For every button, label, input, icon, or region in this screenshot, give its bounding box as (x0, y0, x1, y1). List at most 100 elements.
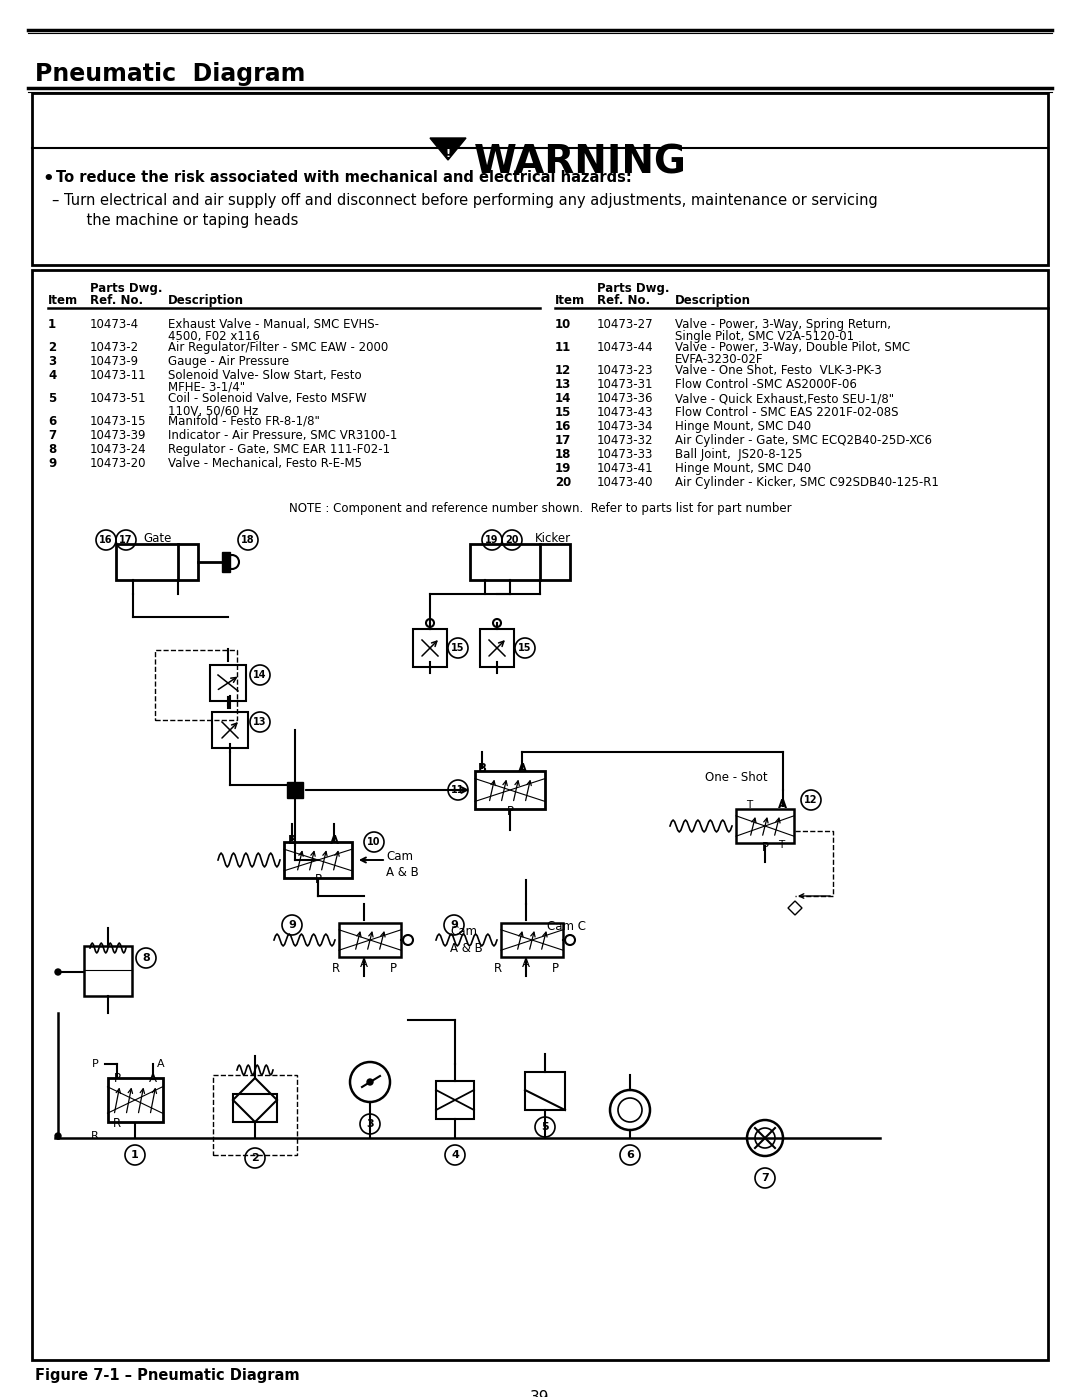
Text: 7: 7 (48, 429, 56, 441)
Text: P: P (314, 873, 322, 886)
Text: 10473-20: 10473-20 (90, 457, 147, 469)
Text: To reduce the risk associated with mechanical and electrical hazards:: To reduce the risk associated with mecha… (56, 170, 632, 184)
Text: A: A (522, 957, 530, 970)
Text: 15: 15 (555, 407, 571, 419)
Text: P: P (92, 1059, 99, 1069)
Text: 10473-36: 10473-36 (597, 393, 653, 405)
Text: 14: 14 (253, 671, 267, 680)
Text: 9: 9 (288, 921, 296, 930)
Text: 4: 4 (451, 1150, 459, 1160)
Bar (436, 1081, 474, 1119)
Bar (116, 543, 198, 580)
Text: 10473-51: 10473-51 (90, 393, 147, 405)
Text: R: R (113, 1118, 121, 1130)
Text: P: P (390, 963, 397, 975)
Text: 18: 18 (241, 535, 255, 545)
Text: A: A (149, 1071, 157, 1085)
Text: 10473-24: 10473-24 (90, 443, 147, 455)
Bar (287, 782, 303, 798)
Text: Flow Control - SMC EAS 2201F-02-08S: Flow Control - SMC EAS 2201F-02-08S (675, 407, 899, 419)
Text: 19: 19 (485, 535, 499, 545)
Text: Cam: Cam (450, 925, 477, 937)
Text: Hinge Mount, SMC D40: Hinge Mount, SMC D40 (675, 462, 811, 475)
Bar (222, 552, 230, 571)
Bar (213, 1076, 297, 1155)
Text: 9: 9 (48, 457, 56, 469)
Bar (475, 771, 545, 809)
Text: 15: 15 (518, 643, 531, 652)
Text: 1: 1 (48, 319, 56, 331)
Text: Ball Joint,  JS20-8-125: Ball Joint, JS20-8-125 (675, 448, 802, 461)
Text: 1: 1 (131, 1150, 139, 1160)
Bar (156, 650, 237, 719)
Bar (210, 665, 246, 701)
Text: 5: 5 (48, 393, 56, 405)
Text: 20: 20 (505, 535, 518, 545)
Text: Kicker: Kicker (535, 532, 571, 545)
Text: EVFA-3230-02F: EVFA-3230-02F (675, 353, 764, 366)
Text: 10: 10 (367, 837, 381, 847)
Text: 3: 3 (366, 1119, 374, 1129)
Text: 9: 9 (450, 921, 458, 930)
Text: R: R (494, 963, 502, 975)
Text: 39: 39 (530, 1390, 550, 1397)
Text: MFHE- 3-1/4": MFHE- 3-1/4" (168, 381, 245, 394)
Text: Solenoid Valve- Slow Start, Festo: Solenoid Valve- Slow Start, Festo (168, 369, 362, 381)
Text: Pneumatic  Diagram: Pneumatic Diagram (35, 61, 306, 87)
Bar (413, 629, 447, 666)
Text: A & B: A & B (450, 942, 483, 956)
Text: 10473-9: 10473-9 (90, 355, 139, 367)
Text: 13: 13 (253, 717, 267, 726)
Text: 10473-11: 10473-11 (90, 369, 147, 381)
Bar (284, 842, 352, 877)
Text: 2: 2 (252, 1153, 259, 1162)
Text: 16: 16 (555, 420, 571, 433)
Bar (339, 923, 401, 957)
Text: R: R (91, 1132, 99, 1141)
Text: A: A (779, 798, 787, 812)
Text: 10473-39: 10473-39 (90, 429, 147, 441)
Text: 15: 15 (451, 643, 464, 652)
Text: 12: 12 (805, 795, 818, 805)
Text: Hinge Mount, SMC D40: Hinge Mount, SMC D40 (675, 420, 811, 433)
Bar (525, 1071, 565, 1111)
Text: Figure 7-1 – Pneumatic Diagram: Figure 7-1 – Pneumatic Diagram (35, 1368, 299, 1383)
Text: Gauge - Air Pressure: Gauge - Air Pressure (168, 355, 289, 367)
Bar (212, 712, 248, 747)
Text: Single Pilot, SMC V2A-5120-01: Single Pilot, SMC V2A-5120-01 (675, 330, 854, 344)
Text: Cam C: Cam C (546, 921, 586, 933)
Text: 4: 4 (48, 369, 56, 381)
Text: 110V, 50/60 Hz: 110V, 50/60 Hz (168, 404, 258, 416)
Text: 2: 2 (48, 341, 56, 353)
Bar (108, 1078, 162, 1122)
Text: 8: 8 (48, 443, 56, 455)
Text: 10473-44: 10473-44 (597, 341, 653, 353)
Circle shape (55, 970, 60, 975)
Text: A & B: A & B (386, 866, 419, 879)
Text: 20: 20 (555, 476, 571, 489)
Text: Item: Item (48, 293, 78, 307)
Text: WARNING: WARNING (474, 142, 687, 182)
Bar (470, 543, 570, 580)
Text: 16: 16 (99, 535, 112, 545)
Text: Item: Item (555, 293, 585, 307)
Text: T: T (778, 840, 784, 849)
Text: Gate: Gate (143, 532, 172, 545)
Text: Manifold - Festo FR-8-1/8": Manifold - Festo FR-8-1/8" (168, 415, 320, 427)
Text: 14: 14 (555, 393, 571, 405)
Text: P: P (761, 841, 769, 854)
Text: 13: 13 (555, 379, 571, 391)
Text: 10473-4: 10473-4 (90, 319, 139, 331)
Text: 10473-27: 10473-27 (597, 319, 653, 331)
Text: 11: 11 (451, 785, 464, 795)
Text: One - Shot: One - Shot (705, 771, 768, 784)
Text: 10473-2: 10473-2 (90, 341, 139, 353)
Polygon shape (430, 138, 465, 161)
Text: 12: 12 (555, 365, 571, 377)
Text: Cam: Cam (386, 849, 413, 863)
Text: 18: 18 (555, 448, 571, 461)
Text: 10473-23: 10473-23 (597, 365, 653, 377)
Bar (32, 270, 1048, 1361)
Text: Valve - Quick Exhaust,Festo SEU-1/8": Valve - Quick Exhaust,Festo SEU-1/8" (675, 393, 894, 405)
Text: 7: 7 (761, 1173, 769, 1183)
